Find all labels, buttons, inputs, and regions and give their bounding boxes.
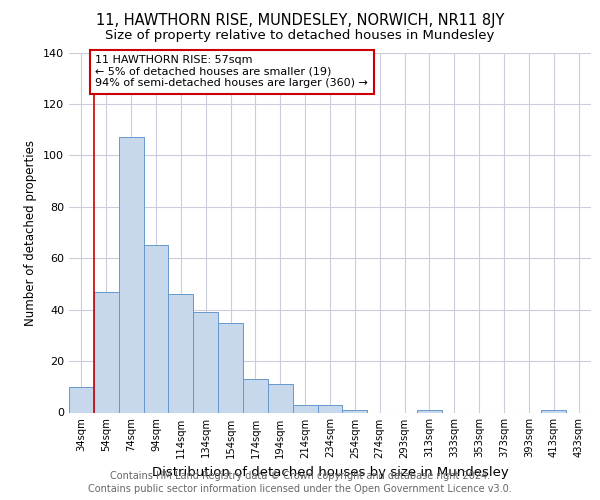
Bar	[218, 322, 243, 412]
Bar	[119, 138, 143, 412]
Text: 11, HAWTHORN RISE, MUNDESLEY, NORWICH, NR11 8JY: 11, HAWTHORN RISE, MUNDESLEY, NORWICH, N…	[96, 12, 504, 28]
Bar	[417, 410, 442, 412]
Bar	[293, 405, 317, 412]
Bar	[94, 292, 119, 412]
Bar	[143, 246, 169, 412]
Bar	[69, 387, 94, 412]
Text: Contains public sector information licensed under the Open Government Licence v3: Contains public sector information licen…	[88, 484, 512, 494]
Text: Size of property relative to detached houses in Mundesley: Size of property relative to detached ho…	[106, 29, 494, 42]
Bar	[169, 294, 193, 412]
Bar	[541, 410, 566, 412]
Bar	[343, 410, 367, 412]
Y-axis label: Number of detached properties: Number of detached properties	[25, 140, 37, 326]
Bar	[268, 384, 293, 412]
Bar	[317, 405, 343, 412]
Bar	[193, 312, 218, 412]
X-axis label: Distribution of detached houses by size in Mundesley: Distribution of detached houses by size …	[152, 466, 508, 479]
Bar	[243, 379, 268, 412]
Text: Contains HM Land Registry data © Crown copyright and database right 2024.: Contains HM Land Registry data © Crown c…	[110, 471, 490, 481]
Text: 11 HAWTHORN RISE: 57sqm
← 5% of detached houses are smaller (19)
94% of semi-det: 11 HAWTHORN RISE: 57sqm ← 5% of detached…	[95, 55, 368, 88]
